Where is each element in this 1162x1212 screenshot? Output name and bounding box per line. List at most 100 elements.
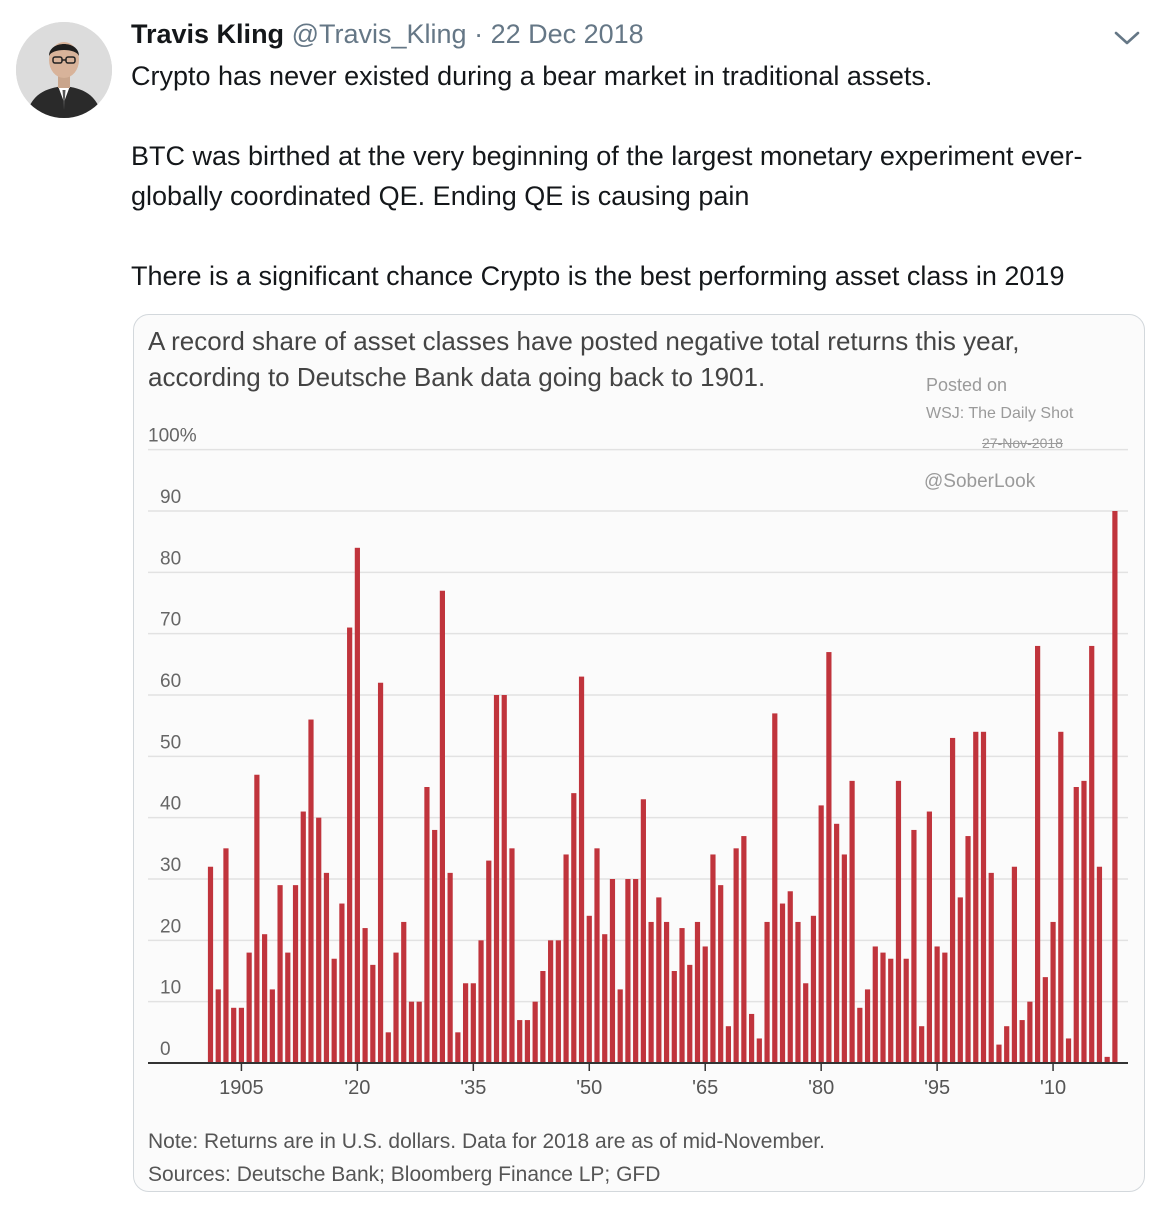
- bar: [501, 695, 507, 1063]
- bar: [803, 983, 809, 1063]
- bar: [524, 1020, 531, 1063]
- y-tick-label: 100%: [148, 426, 197, 447]
- bar: [633, 879, 639, 1063]
- bar: [308, 719, 314, 1063]
- tweet-date[interactable]: 22 Dec 2018: [490, 19, 644, 49]
- bar: [895, 780, 902, 1063]
- tweet-image[interactable]: 0 10 20 30 40 50 60 70 80 90 100% 1905 '20 '35 '50 '65 '…: [133, 314, 1145, 1192]
- bar: [988, 872, 994, 1063]
- bar: [741, 836, 747, 1063]
- bar: [563, 854, 569, 1063]
- bar: [486, 860, 492, 1063]
- bar: [370, 964, 376, 1063]
- bar: [347, 627, 353, 1063]
- bar: [656, 897, 662, 1063]
- bar: [733, 848, 739, 1063]
- bar: [331, 958, 337, 1063]
- bar: [934, 946, 940, 1063]
- bar: [1065, 1038, 1072, 1063]
- bar: [578, 676, 585, 1063]
- bar: [949, 737, 956, 1063]
- bar: [679, 928, 685, 1063]
- bar: [1042, 977, 1048, 1063]
- bar: [903, 958, 909, 1063]
- chart-title: A record share of asset classes have pos…: [148, 323, 1048, 395]
- bar: [663, 921, 670, 1063]
- bar: [749, 1013, 755, 1063]
- bar: [779, 903, 786, 1063]
- x-tick-label: '80: [808, 1077, 834, 1099]
- y-tick-label: 70: [160, 610, 181, 631]
- bar: [818, 805, 824, 1063]
- bar: [957, 897, 963, 1063]
- bar: [571, 793, 577, 1063]
- bar: [416, 1001, 422, 1063]
- bar-chart: 0 10 20 30 40 50 60 70 80 90 100% 1905 '20 '35 '50 '65 '…: [148, 426, 1128, 1099]
- chart-sources: Sources: Deutsche Bank; Bloomberg Financ…: [148, 1163, 661, 1186]
- x-tick-label: '20: [344, 1077, 370, 1099]
- bar: [215, 989, 221, 1063]
- bar: [408, 1001, 415, 1063]
- bar: [718, 885, 724, 1063]
- bar: [996, 1044, 1002, 1063]
- bar: [617, 989, 623, 1063]
- bar: [1081, 780, 1087, 1063]
- bar: [1089, 645, 1095, 1063]
- bar: [517, 1020, 523, 1063]
- bar: [432, 829, 438, 1063]
- header-separator: ·: [474, 19, 484, 49]
- bar: [277, 885, 283, 1063]
- bar: [648, 921, 654, 1063]
- bar: [393, 952, 399, 1063]
- bar: [849, 780, 855, 1063]
- bar: [300, 811, 306, 1063]
- author-handle[interactable]: @Travis_Kling: [291, 19, 467, 49]
- bar: [385, 1032, 391, 1063]
- bar: [377, 682, 384, 1063]
- bar: [594, 848, 600, 1063]
- bar: [540, 971, 546, 1063]
- bar: [834, 823, 840, 1063]
- bar: [602, 934, 608, 1063]
- stamp-date: 27-Nov-2018: [982, 435, 1063, 451]
- stamp-publication: WSJ: The Daily Shot: [926, 405, 1074, 422]
- bar: [207, 866, 214, 1063]
- y-tick-label: 50: [160, 732, 181, 753]
- y-tick-label: 30: [160, 855, 181, 876]
- bar: [1112, 511, 1118, 1063]
- author-avatar[interactable]: [16, 22, 112, 118]
- chart-title-line-2: according to Deutsche Bank data going ba…: [148, 362, 766, 392]
- bar: [478, 940, 484, 1063]
- bar: [246, 952, 252, 1063]
- bar: [810, 915, 817, 1063]
- bar: [864, 989, 871, 1063]
- bar: [509, 848, 515, 1063]
- bar: [401, 921, 407, 1063]
- x-tick-label: '65: [692, 1077, 718, 1099]
- stamp-posted-on: Posted on: [926, 375, 1008, 395]
- chevron-down-icon: [1114, 31, 1140, 45]
- bar: [532, 1001, 538, 1063]
- tweet-header: Travis Kling @Travis_Kling · 22 Dec 2018: [131, 16, 644, 52]
- bar: [323, 872, 330, 1063]
- x-tick-label: 1905: [219, 1077, 263, 1099]
- bar: [980, 731, 987, 1063]
- y-tick-label: 60: [160, 671, 181, 692]
- y-tick-label: 40: [160, 794, 181, 815]
- stamp-author: @SoberLook: [924, 471, 1036, 492]
- chart-notes: Note: Returns are in U.S. dollars. Data …: [148, 1125, 825, 1191]
- bar: [795, 921, 801, 1063]
- bar: [231, 1007, 237, 1063]
- bar: [424, 787, 430, 1063]
- tweet-paragraph: BTC was birthed at the very beginning of…: [131, 141, 1083, 211]
- bar: [439, 590, 445, 1063]
- x-tick-label: '50: [576, 1077, 602, 1099]
- y-tick-label: 90: [160, 487, 181, 508]
- bar: [725, 1026, 732, 1063]
- x-tick-label: '35: [460, 1077, 486, 1099]
- bar: [841, 854, 847, 1063]
- bar: [269, 989, 275, 1063]
- tweet-menu-button[interactable]: [1112, 26, 1142, 50]
- tweet-text: Crypto has never existed during a bear m…: [131, 56, 1141, 296]
- author-name[interactable]: Travis Kling: [131, 19, 285, 49]
